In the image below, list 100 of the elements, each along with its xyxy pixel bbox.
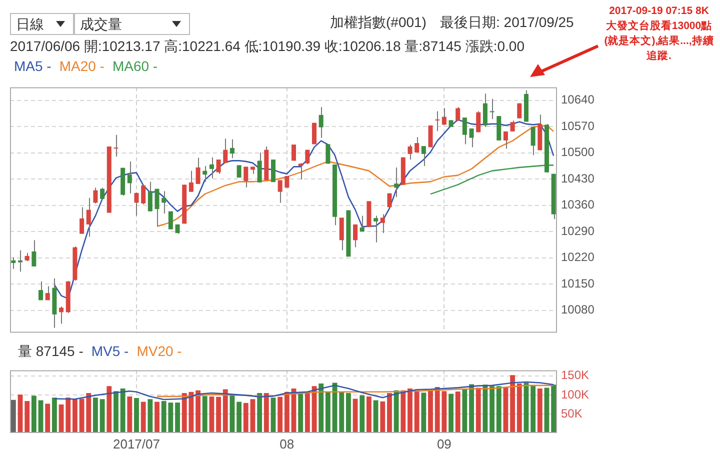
bar — [408, 388, 412, 433]
candlestick — [168, 210, 173, 230]
bar — [106, 386, 112, 433]
bar — [469, 384, 474, 433]
candlestick — [414, 136, 420, 153]
bar — [66, 398, 71, 433]
bar — [490, 386, 495, 433]
y-tick-label: 10290 — [561, 224, 595, 238]
candlestick — [154, 188, 160, 227]
candlestick — [230, 138, 234, 159]
bar — [209, 396, 214, 433]
text: 2017/06/06 開:10213.17 高:10221.64 低:10190.39 收:10206.18 量:87145 漲跌:0.00 — [10, 38, 524, 56]
candlestick — [216, 159, 221, 174]
bar — [24, 401, 30, 433]
bar — [414, 390, 420, 433]
bar — [448, 394, 454, 433]
text: 2017-09-19 07:15 8K — [608, 4, 710, 19]
y-tick-label: 10570 — [561, 118, 595, 133]
bar — [455, 392, 460, 433]
bar — [352, 398, 358, 433]
bar — [544, 388, 550, 433]
candlestick — [456, 106, 460, 122]
bar — [373, 400, 378, 433]
bar — [10, 400, 16, 433]
text: MA5 - — [14, 58, 52, 74]
text: MV20 - — [136, 343, 182, 359]
candlestick — [141, 184, 146, 205]
bar — [537, 388, 542, 433]
candlestick — [292, 144, 296, 162]
bar — [154, 402, 160, 433]
bar — [52, 398, 57, 433]
candlestick — [45, 286, 50, 301]
y-tick-label: 150K — [561, 368, 590, 382]
candlestick — [11, 256, 16, 270]
x-tick-label: 09 — [436, 436, 452, 452]
y-tick-label: 10430 — [561, 171, 595, 186]
candlestick — [421, 146, 426, 166]
bar — [278, 396, 283, 433]
bar — [298, 394, 304, 433]
bar — [72, 399, 78, 433]
candlestick — [305, 149, 310, 165]
candlestick — [435, 110, 440, 132]
bar — [394, 390, 399, 433]
candlestick — [442, 108, 446, 126]
candlestick — [517, 102, 522, 119]
bar — [400, 390, 406, 433]
text: MA60 - — [112, 58, 158, 74]
y-tick-label: 10080 — [561, 302, 595, 317]
bar — [476, 388, 481, 433]
bar — [175, 402, 180, 433]
text: 日線 — [16, 16, 44, 32]
bar — [387, 393, 392, 433]
candlestick — [202, 165, 208, 182]
candlestick — [93, 187, 98, 204]
candlestick — [339, 217, 344, 251]
candlestick — [148, 181, 152, 212]
x-tick-label: 2017/07 — [112, 436, 160, 452]
bar — [148, 399, 153, 433]
bar — [284, 392, 290, 433]
candlestick — [510, 120, 515, 132]
candlestick — [38, 280, 44, 301]
candlestick — [380, 214, 385, 234]
candlestick — [100, 187, 105, 200]
bar — [482, 384, 488, 433]
candlestick — [236, 164, 242, 178]
bar — [100, 399, 105, 433]
candlestick — [318, 106, 324, 138]
chart-subtitle: 最後日期: 2017/09/25 — [440, 14, 574, 32]
candlestick — [80, 206, 84, 234]
bar — [264, 393, 269, 433]
candlestick — [353, 224, 358, 248]
y-tick-label: 10220 — [561, 250, 595, 264]
candlestick — [298, 162, 303, 180]
bar — [380, 401, 386, 433]
candlestick — [257, 152, 262, 183]
y-tick-label: 10640 — [561, 92, 595, 107]
candlestick — [408, 144, 412, 160]
bar — [202, 396, 208, 433]
bar — [114, 391, 118, 433]
y-tick-label: 100K — [561, 387, 590, 402]
bar — [496, 386, 502, 433]
bar — [516, 384, 522, 433]
text: 大發文台股看13000點(就是本文),結果...,持續追蹤. — [603, 19, 715, 64]
text: MA20 - — [59, 58, 104, 74]
bar — [257, 393, 262, 433]
bar — [366, 396, 372, 433]
candlestick — [503, 130, 508, 150]
candlestick — [127, 160, 132, 194]
bar — [45, 404, 50, 433]
candlestick — [86, 197, 91, 238]
bar — [530, 385, 536, 433]
candlestick — [32, 240, 36, 267]
candlestick — [188, 170, 194, 192]
bar — [222, 389, 228, 433]
bar — [339, 392, 344, 433]
bar — [462, 388, 468, 433]
x-tick-label: 08 — [280, 436, 294, 452]
bar — [346, 393, 351, 433]
bar — [196, 390, 200, 433]
candlestick — [469, 128, 474, 148]
